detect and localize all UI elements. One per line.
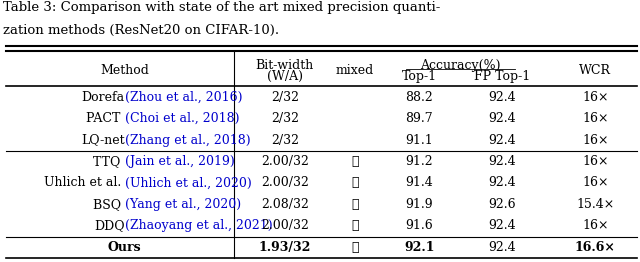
Text: WCR: WCR (579, 64, 611, 77)
Text: PACT: PACT (86, 112, 125, 125)
Text: 91.9: 91.9 (405, 198, 433, 211)
Text: ✓: ✓ (351, 198, 359, 211)
Text: Dorefa: Dorefa (82, 91, 125, 104)
Text: 91.1: 91.1 (405, 134, 433, 146)
Text: 92.4: 92.4 (488, 219, 516, 232)
Text: (Uhlich et al., 2020): (Uhlich et al., 2020) (125, 177, 252, 189)
Text: 92.4: 92.4 (488, 155, 516, 168)
Text: (W/A): (W/A) (267, 70, 303, 83)
Text: Ours: Ours (108, 241, 141, 254)
Text: Method: Method (100, 64, 149, 77)
Text: (Zhang et al., 2018): (Zhang et al., 2018) (125, 134, 250, 146)
Text: ✓: ✓ (351, 241, 359, 254)
Text: 16×: 16× (582, 155, 609, 168)
Text: mixed: mixed (336, 64, 374, 77)
Text: Accuracy(%): Accuracy(%) (420, 59, 501, 72)
Text: 16×: 16× (582, 91, 609, 104)
Text: 92.4: 92.4 (488, 112, 516, 125)
Text: Top-1: Top-1 (402, 70, 436, 83)
Text: 2/32: 2/32 (271, 91, 299, 104)
Text: zation methods (ResNet20 on CIFAR-10).: zation methods (ResNet20 on CIFAR-10). (3, 24, 279, 37)
Text: (Jain et al., 2019): (Jain et al., 2019) (125, 155, 234, 168)
Text: 2/32: 2/32 (271, 112, 299, 125)
Text: 2.00/32: 2.00/32 (261, 219, 308, 232)
Text: (Yang et al., 2020): (Yang et al., 2020) (125, 198, 241, 211)
Text: 2.08/32: 2.08/32 (261, 198, 308, 211)
Text: (Zhou et al., 2016): (Zhou et al., 2016) (125, 91, 243, 104)
Text: DDQ: DDQ (94, 219, 125, 232)
Text: 92.1: 92.1 (404, 241, 435, 254)
Text: Uhlich et al.: Uhlich et al. (44, 177, 125, 189)
Text: BSQ: BSQ (93, 198, 125, 211)
Text: 2.00/32: 2.00/32 (261, 177, 308, 189)
Text: 16×: 16× (582, 134, 609, 146)
Text: ✓: ✓ (351, 177, 359, 189)
Text: LQ-net: LQ-net (81, 134, 125, 146)
Text: 92.4: 92.4 (488, 177, 516, 189)
Text: 92.6: 92.6 (488, 198, 516, 211)
Text: 88.2: 88.2 (405, 91, 433, 104)
Text: 89.7: 89.7 (405, 112, 433, 125)
Text: 16×: 16× (582, 112, 609, 125)
Text: TTQ: TTQ (93, 155, 125, 168)
Text: (Zhaoyang et al., 2021): (Zhaoyang et al., 2021) (125, 219, 273, 232)
Text: Bit-width: Bit-width (255, 59, 314, 72)
Text: 16×: 16× (582, 177, 609, 189)
Text: 2/32: 2/32 (271, 134, 299, 146)
Text: 91.6: 91.6 (405, 219, 433, 232)
Text: 2.00/32: 2.00/32 (261, 155, 308, 168)
Text: ✓: ✓ (351, 219, 359, 232)
Text: 91.2: 91.2 (405, 155, 433, 168)
Text: 16.6×: 16.6× (575, 241, 616, 254)
Text: 91.4: 91.4 (405, 177, 433, 189)
Text: 92.4: 92.4 (488, 241, 516, 254)
Text: 92.4: 92.4 (488, 91, 516, 104)
Text: FP Top-1: FP Top-1 (474, 70, 531, 83)
Text: (Choi et al., 2018): (Choi et al., 2018) (125, 112, 239, 125)
Text: 15.4×: 15.4× (576, 198, 614, 211)
Text: Table 3: Comparison with state of the art mixed precision quanti-: Table 3: Comparison with state of the ar… (3, 1, 440, 14)
Text: 16×: 16× (582, 219, 609, 232)
Text: ✓: ✓ (351, 155, 359, 168)
Text: 1.93/32: 1.93/32 (259, 241, 311, 254)
Text: 92.4: 92.4 (488, 134, 516, 146)
